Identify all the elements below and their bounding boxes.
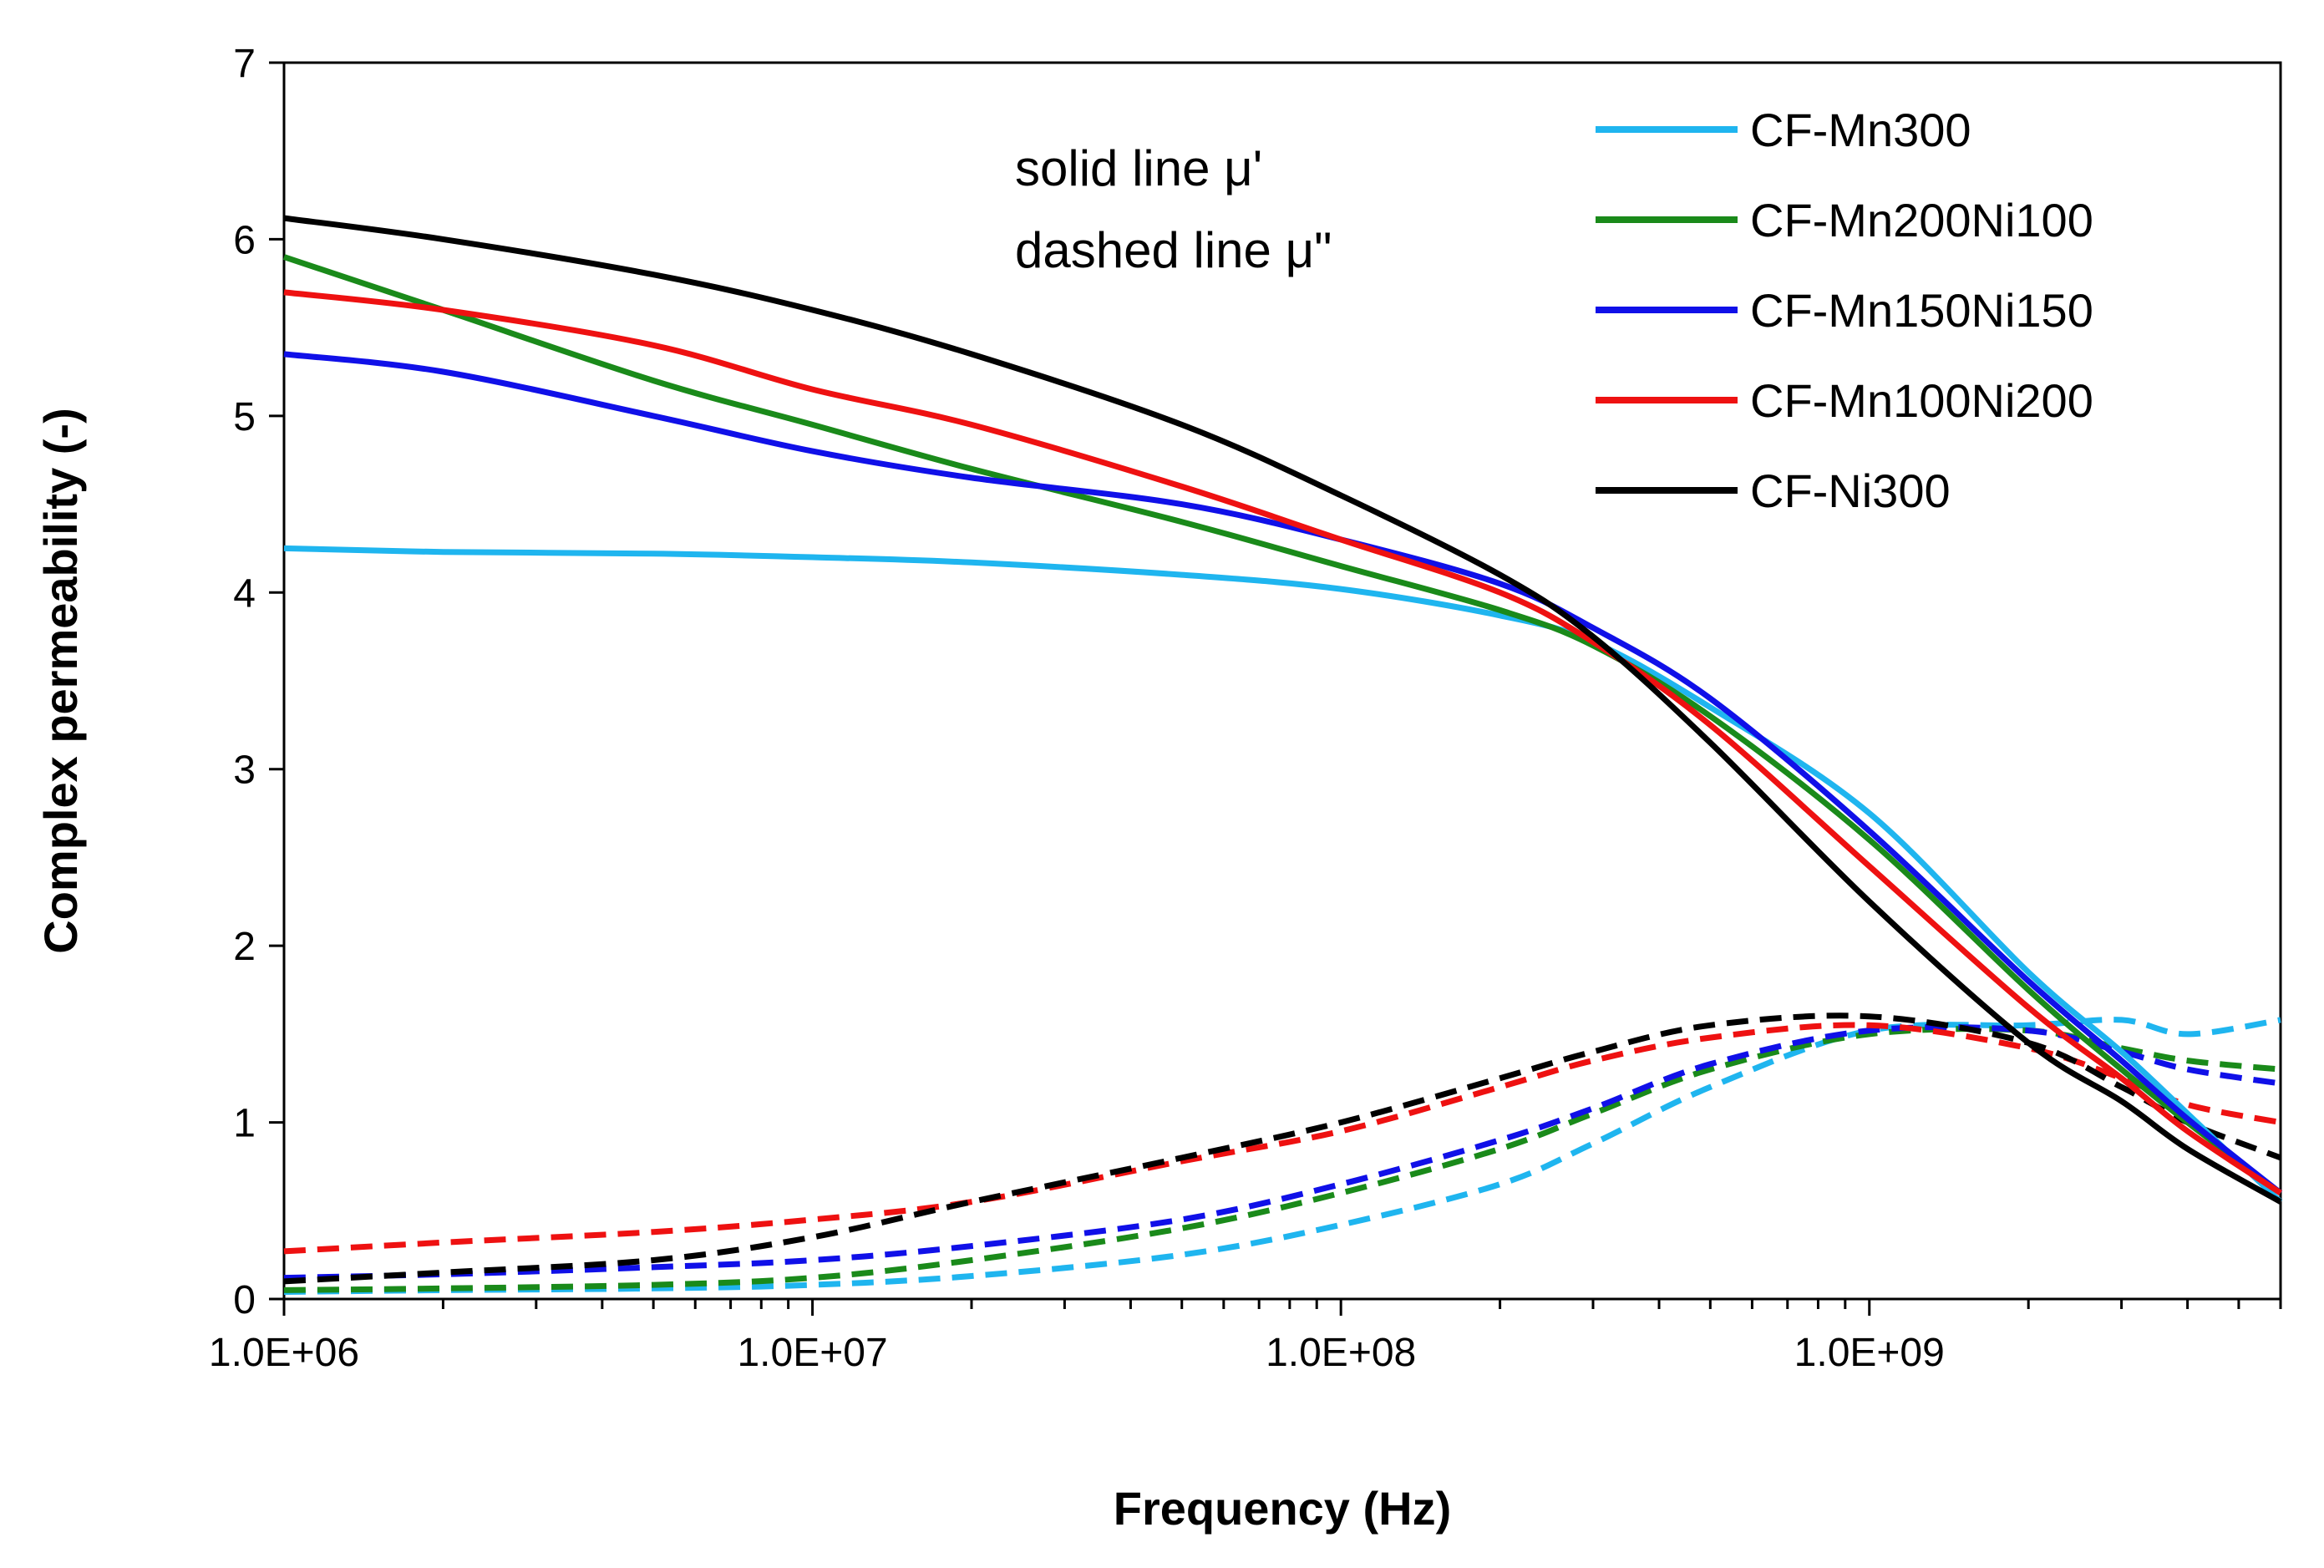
series-line-cf-mn200ni100-mu-real xyxy=(282,254,2283,1195)
series-line-cf-mn300-mu-real xyxy=(283,545,2283,1205)
series-line-cf-ni300-mu-real xyxy=(283,215,2282,1205)
series-line-cf-mn300-mu-imag xyxy=(283,1017,2281,1295)
annotation-dashed-line: dashed line μ" xyxy=(1015,222,1332,278)
series-line-cf-mn150ni150-mu-imag xyxy=(283,1023,2281,1281)
y-tick-label: 1 xyxy=(233,1102,256,1146)
legend: CF-Mn300 CF-Mn200Ni100 CF-Mn150Ni150 CF-Mn1… xyxy=(1596,104,2093,517)
y-tick-label: 5 xyxy=(233,395,256,439)
x-tick-label: 1.0E+09 xyxy=(1794,1331,1945,1375)
legend-label-cf-mn100ni200: CF-Mn100Ni200 xyxy=(1750,374,2093,427)
legend-label-cf-ni300: CF-Ni300 xyxy=(1750,464,1951,517)
y-tick-label: 7 xyxy=(233,42,256,86)
y-tick-label: 2 xyxy=(233,925,256,969)
legend-label-cf-mn150ni150: CF-Mn150Ni150 xyxy=(1750,284,2093,337)
x-tick-label: 1.0E+06 xyxy=(209,1331,359,1375)
series-line-cf-ni300-mu-imag xyxy=(283,1012,2282,1285)
x-tick-label: 1.0E+08 xyxy=(1266,1331,1416,1375)
y-axis-title: Complex permeability (-) xyxy=(34,408,87,953)
series-layer xyxy=(282,215,2283,1295)
y-tick-label: 6 xyxy=(233,218,256,262)
legend-label-cf-mn200ni100: CF-Mn200Ni100 xyxy=(1750,194,2093,246)
legend-label-cf-mn300: CF-Mn300 xyxy=(1750,104,1971,156)
y-axis: 0 1 2 3 4 5 6 7 xyxy=(233,42,284,1322)
x-axis-title: Frequency (Hz) xyxy=(1114,1482,1452,1535)
series-line-cf-mn150ni150-mu-real xyxy=(283,351,2283,1195)
y-tick-label: 3 xyxy=(233,748,256,793)
x-tick-label: 1.0E+07 xyxy=(737,1331,887,1375)
annotation-solid-line: solid line μ' xyxy=(1015,140,1262,196)
x-axis: 1.0E+06 1.0E+07 1.0E+08 1.0E+09 xyxy=(209,1299,2282,1375)
y-tick-label: 0 xyxy=(233,1278,256,1322)
series-line-cf-mn100ni200-mu-real xyxy=(283,289,2282,1196)
plot-area-frame xyxy=(282,61,2282,1301)
y-tick-label: 4 xyxy=(233,571,256,616)
